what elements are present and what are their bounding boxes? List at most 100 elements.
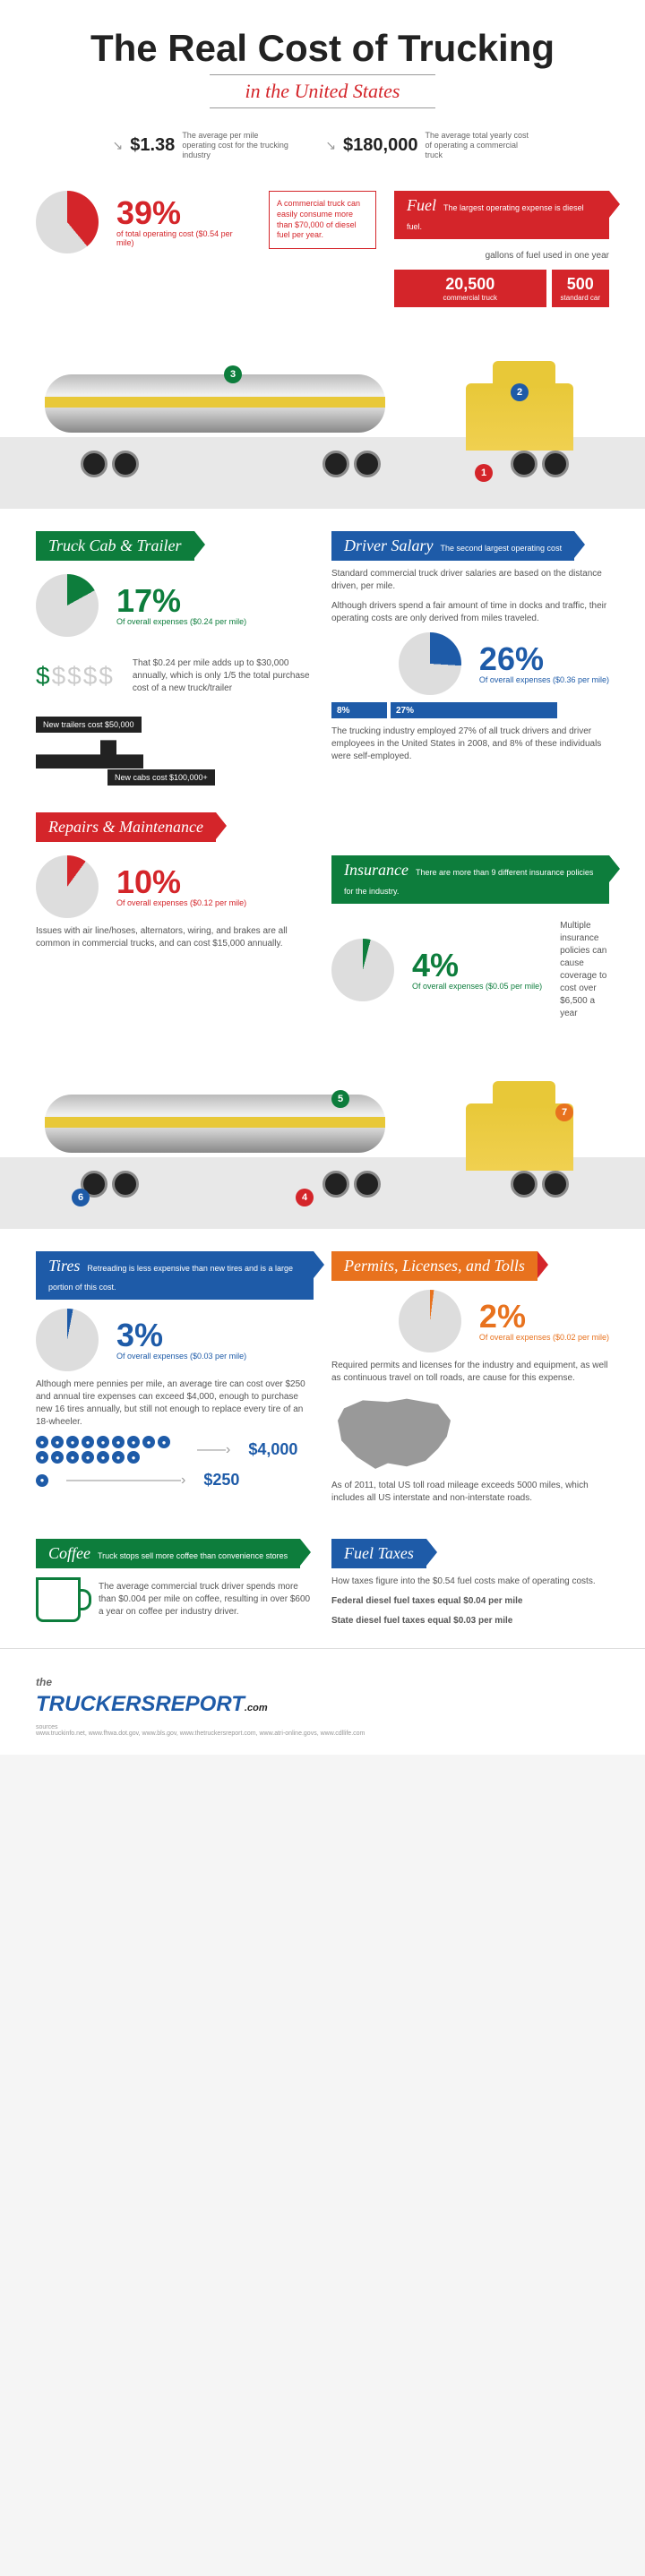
repairs-body: Issues with air line/hoses, alternators,… — [36, 925, 314, 950]
badge-1: 1 — [475, 464, 493, 482]
tag-sub: Truck stops sell more coffee than conven… — [98, 1551, 288, 1560]
trailer-cost-tag: New trailers cost $50,000 — [36, 717, 142, 733]
salary-emp: The trucking industry employed 27% of al… — [331, 726, 609, 763]
coffee-taxes-section: Coffee Truck stops sell more coffee than … — [0, 1525, 645, 1648]
taxes-tag: Fuel Taxes — [331, 1539, 426, 1568]
stat-text: The average per mile operating cost for … — [182, 131, 289, 159]
stat-value: $1.38 — [130, 135, 175, 156]
fuel-pct: 39% — [116, 197, 251, 229]
arrow-icon: ↘ — [325, 138, 336, 153]
permits-pct-sub: Of overall expenses ($0.02 per mile) — [479, 1333, 609, 1343]
salary-body2: Although drivers spend a fair amount of … — [331, 600, 609, 625]
us-map-icon — [331, 1392, 457, 1473]
tag-label: Coffee — [48, 1544, 90, 1562]
arrow-icon: ————————› — [66, 1473, 185, 1489]
permits-tag: Permits, Licenses, and Tolls — [331, 1251, 538, 1281]
subtitle: in the United States — [245, 80, 400, 103]
fuel-callout: A commercial truck can easily consume mo… — [269, 191, 376, 249]
stat-per-mile: ↘ $1.38 The average per mile operating c… — [113, 131, 290, 159]
cab-cost-tag: New cabs cost $100,000+ — [108, 769, 215, 786]
insurance-note: Multiple insurance policies can cause co… — [560, 920, 609, 1020]
tag-sub: The second largest operating cost — [440, 544, 562, 553]
footer: the TRUCKERSREPORT.com sources www.truck… — [0, 1648, 645, 1755]
fuel-tag: FuelThe largest operating expense is die… — [394, 191, 609, 239]
infographic-page: The Real Cost of Trucking in the United … — [0, 0, 645, 1755]
tires-4000: $4,000 — [248, 1440, 297, 1459]
salary-tag: Driver Salary The second largest operatin… — [331, 531, 574, 561]
tire-dots-16: ●●●● ●●●● ●●●● ●●●● — [36, 1436, 179, 1464]
tires-pct: 3% — [116, 1319, 246, 1352]
coffee-cup-icon — [36, 1577, 81, 1622]
truck-silhouette-icon — [36, 733, 143, 769]
tires-pct-sub: Of overall expenses ($0.03 per mile) — [116, 1352, 246, 1361]
tires-permits-section: TiresRetreading is less expensive than n… — [0, 1238, 645, 1525]
tires-body: Although mere pennies per mile, an avera… — [36, 1378, 314, 1429]
fuel-lbl: commercial truck — [400, 294, 541, 302]
bar-27: 27% — [391, 702, 557, 718]
salary-pct-sub: Of overall expenses ($0.36 per mile) — [479, 675, 609, 685]
badge-4: 4 — [296, 1189, 314, 1206]
main-title: The Real Cost of Trucking — [18, 27, 627, 70]
logo: the TRUCKERSREPORT.com — [36, 1667, 609, 1717]
cab-note: That $0.24 per mile adds up to $30,000 a… — [133, 657, 314, 695]
tag-label: Insurance — [344, 861, 408, 879]
permits-map-txt: As of 2011, total US toll road mileage e… — [331, 1480, 609, 1505]
truck-illustration-1: 1 2 3 — [0, 330, 645, 509]
fuel-val: 20,500 — [400, 275, 541, 294]
badge-6: 6 — [72, 1189, 90, 1206]
insurance-pie — [331, 939, 394, 1001]
tag-label: Driver Salary — [344, 537, 433, 554]
cab-pct-sub: Of overall expenses ($0.24 per mile) — [116, 617, 246, 627]
fuel-pie — [36, 191, 99, 253]
bar-8: 8% — [331, 702, 387, 718]
stat-text: The average total yearly cost of operati… — [425, 131, 532, 159]
repairs-pct-sub: Of overall expenses ($0.12 per mile) — [116, 898, 246, 908]
cab-tag: Truck Cab & Trailer — [36, 531, 194, 561]
fuel-comparison: 20,500 commercial truck 500 standard car — [394, 270, 609, 307]
tag-label: Tires — [48, 1257, 80, 1275]
taxes-body: How taxes figure into the $0.54 fuel cos… — [331, 1576, 609, 1588]
fuel-val: 500 — [557, 275, 605, 294]
fuel-lbl: standard car — [557, 294, 605, 302]
arrow-icon: ↘ — [113, 138, 124, 153]
repairs-pie — [36, 855, 99, 918]
repairs-insurance-section: Repairs & Maintenance 10% Of overall exp… — [0, 799, 645, 1041]
logo-the: the — [36, 1676, 52, 1688]
logo-com: .com — [245, 1703, 268, 1713]
taxes-state: State diesel fuel taxes equal $0.03 per … — [331, 1615, 609, 1627]
salary-pie — [399, 632, 461, 695]
fuel-section: 39% of total operating cost ($0.54 per m… — [0, 177, 645, 321]
insurance-tag: InsuranceThere are more than 9 different… — [331, 855, 609, 904]
fuel-car-box: 500 standard car — [552, 270, 610, 307]
insurance-pct-sub: Of overall expenses ($0.05 per mile) — [412, 982, 542, 992]
tires-250: $250 — [203, 1471, 239, 1490]
cab-salary-section: Truck Cab & Trailer 17% Of overall expen… — [0, 518, 645, 799]
tag-label: Fuel — [407, 196, 436, 214]
salary-pct: 26% — [479, 643, 609, 675]
permits-body: Required permits and licenses for the in… — [331, 1360, 609, 1385]
logo-main: TRUCKERSREPORT — [36, 1692, 245, 1716]
coffee-body: The average commercial truck driver spen… — [99, 1581, 314, 1619]
fuel-gallons-label: gallons of fuel used in one year — [394, 250, 609, 262]
insurance-pct: 4% — [412, 949, 542, 982]
taxes-fed: Federal diesel fuel taxes equal $0.04 pe… — [331, 1595, 609, 1608]
employment-bar: 8% 27% — [331, 702, 609, 718]
permits-pie — [399, 1290, 461, 1352]
coffee-tag: Coffee Truck stops sell more coffee than … — [36, 1539, 300, 1568]
repairs-pct: 10% — [116, 866, 246, 898]
tag-sub: Retreading is less expensive than new ti… — [48, 1264, 293, 1292]
stat-yearly: ↘ $180,000 The average total yearly cost… — [325, 131, 532, 159]
header-stats: ↘ $1.38 The average per mile operating c… — [0, 122, 645, 177]
fuel-pct-sub: of total operating cost ($0.54 per mile) — [116, 229, 251, 249]
subtitle-wrap: in the United States — [210, 74, 436, 108]
stat-value: $180,000 — [343, 135, 417, 156]
tire-dot-single: ● — [36, 1474, 48, 1487]
tires-pie — [36, 1309, 99, 1371]
cab-pie — [36, 574, 99, 637]
fuel-truck-box: 20,500 commercial truck — [394, 270, 546, 307]
sources: sources www.truckinfo.net, www.fhwa.dot.… — [36, 1724, 609, 1737]
sources-list: www.truckinfo.net, www.fhwa.dot.gov, www… — [36, 1730, 365, 1737]
dollar-icons: $$$$$ — [36, 662, 115, 691]
header: The Real Cost of Trucking in the United … — [0, 0, 645, 122]
truck-illustration-2: 4 5 6 7 — [0, 1050, 645, 1229]
